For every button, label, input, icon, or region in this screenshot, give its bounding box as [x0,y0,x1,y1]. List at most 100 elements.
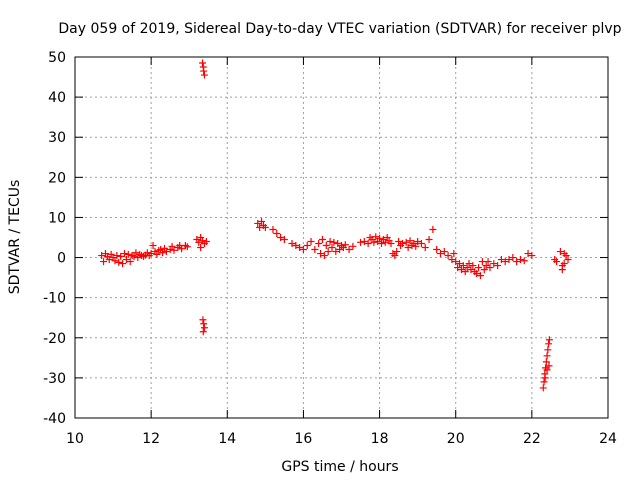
data-point [450,250,458,258]
data-point [473,270,481,278]
x-axis-label: GPS time / hours [281,459,398,475]
data-point [406,237,414,245]
data-point [162,248,170,256]
chart-title: Day 059 of 2019, Sidereal Day-to-day VTE… [58,21,621,37]
data-point [524,250,532,258]
data-point [440,248,448,256]
data-point [330,238,338,246]
data-point [288,240,296,248]
data-point [296,244,304,252]
y-tick-label: -20 [43,331,66,347]
data-point [381,238,389,246]
data-point [404,244,412,252]
data-point [414,238,422,246]
data-point [482,262,490,270]
data-point [457,266,465,274]
x-tick-label: 14 [218,431,236,447]
data-point [280,236,288,244]
data-point [425,236,433,244]
data-point [467,266,475,274]
data-point [322,242,330,250]
data-point [542,358,550,366]
grid-lines [75,57,608,418]
data-point [497,256,505,264]
data-point [553,258,561,266]
data-point [345,246,353,254]
data-point [545,340,553,348]
data-point [560,250,568,258]
data-point [115,258,123,266]
data-point [436,250,444,258]
data-point [509,254,517,262]
y-tick-label: -40 [43,411,66,427]
data-point [122,256,130,264]
data-point [459,262,467,270]
data-point [475,264,483,272]
data-point [197,244,205,252]
data-point [113,252,121,260]
data-point [469,262,477,270]
data-point [395,238,403,246]
x-tick-label: 20 [447,431,465,447]
data-point [200,71,208,79]
data-point [545,336,553,344]
data-point [258,217,266,225]
data-point [393,248,401,256]
data-point [126,258,134,266]
data-point [311,246,319,254]
data-point [357,238,365,246]
data-point [391,252,399,260]
data-point [130,253,138,261]
data-point [421,244,429,252]
data-point [558,262,566,270]
data-point [315,240,323,248]
data-point [120,250,128,258]
x-tick-label: 22 [523,431,541,447]
y-tick-label: 20 [48,170,66,186]
data-point [178,245,186,253]
data-point [494,262,502,270]
data-point [372,233,380,241]
data-point [170,246,178,254]
data-point [465,260,473,268]
data-point [336,246,344,254]
y-axis-ticks: 50 40 30 20 10 0 -10 -20 -30 -40 [43,50,608,427]
data-point [273,229,281,237]
x-tick-label: 16 [295,431,313,447]
x-tick-label: 10 [66,431,84,447]
data-point [556,248,564,256]
x-tick-label: 24 [599,431,617,447]
data-point [501,258,509,266]
data-point [318,236,326,244]
data-point [448,256,456,264]
data-point [269,225,277,233]
data-point [200,67,208,75]
data-point [513,258,521,266]
data-point [324,248,332,256]
data-point [147,250,155,258]
data-point [334,240,342,248]
data-point [540,378,548,386]
data-point [476,272,484,280]
data-point [505,256,513,264]
data-point [364,240,372,248]
data-point [516,256,524,264]
data-point [543,352,551,360]
data-point [168,242,176,250]
data-point [543,366,551,374]
data-point [132,249,140,257]
data-point [486,264,494,272]
data-point [349,242,357,250]
y-tick-label: 50 [48,50,66,66]
y-tick-label: -30 [43,371,66,387]
data-point [417,240,425,248]
data-point [98,252,106,260]
data-point [202,238,210,246]
data-point [480,266,488,274]
data-point [307,238,315,246]
data-point [326,238,334,246]
data-point [429,225,437,233]
data-point [111,257,119,265]
data-point [387,240,395,248]
data-point [320,252,328,260]
